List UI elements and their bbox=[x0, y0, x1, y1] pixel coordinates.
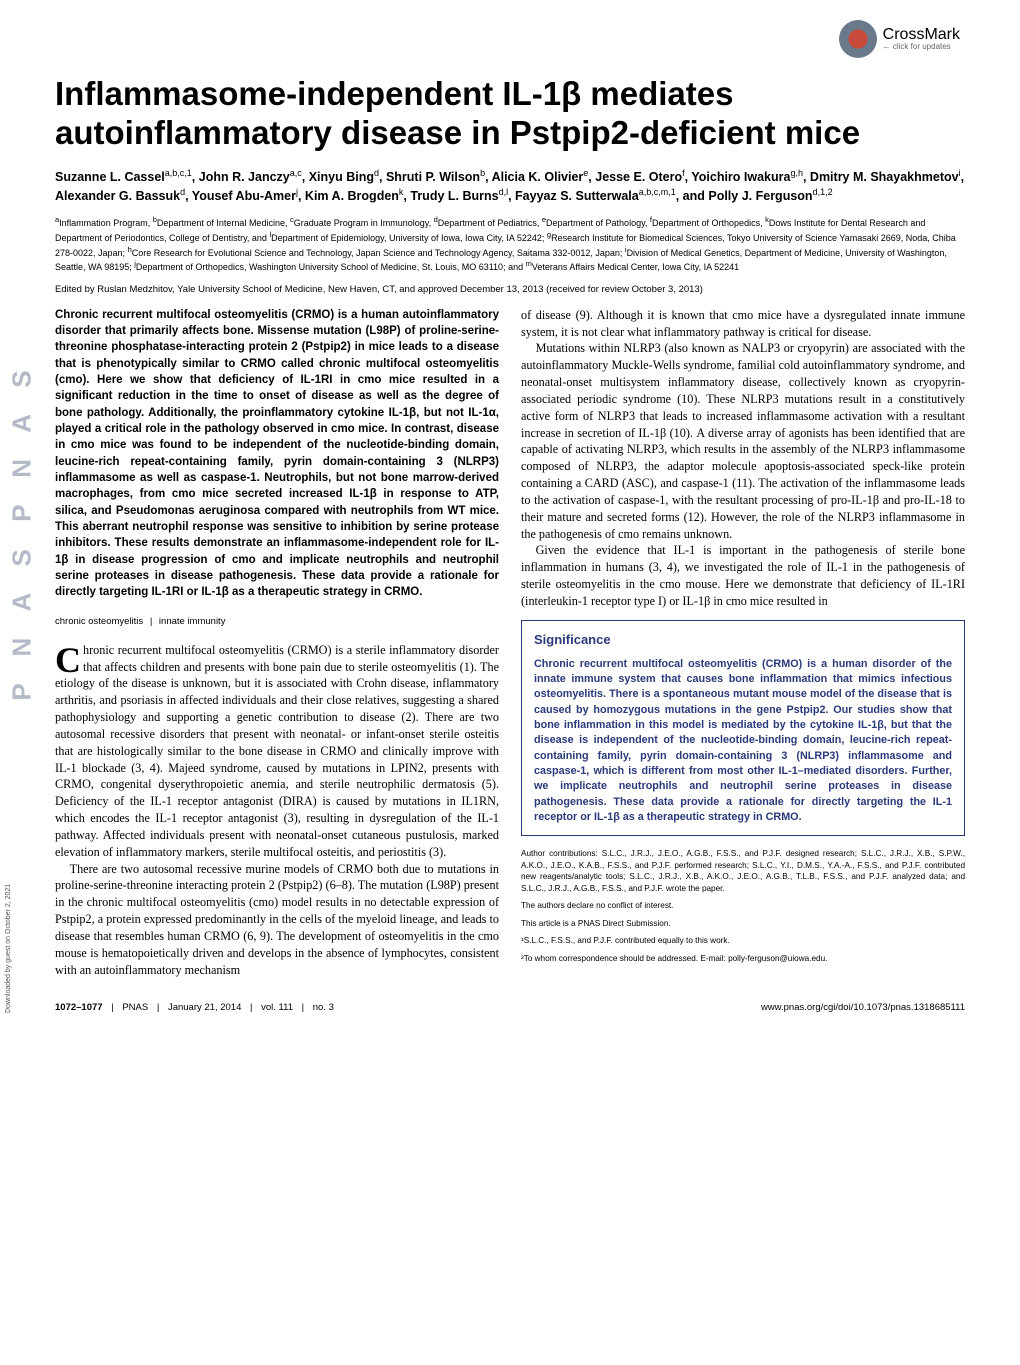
contrib-line-3: This article is a PNAS Direct Submission… bbox=[521, 918, 965, 929]
two-column-layout: Chronic recurrent multifocal osteomyelit… bbox=[55, 307, 965, 979]
significance-heading: Significance bbox=[534, 631, 952, 649]
footer-journal: PNAS bbox=[122, 1002, 148, 1013]
download-note: Downloaded by guest on October 2, 2021 bbox=[5, 884, 12, 1013]
abstract-text: Chronic recurrent multifocal osteomyelit… bbox=[55, 307, 499, 601]
edited-by-line: Edited by Ruslan Medzhitov, Yale Univers… bbox=[55, 284, 965, 295]
footer-date: January 21, 2014 bbox=[168, 1002, 241, 1013]
author-contributions-block: Author contributions: S.L.C., J.R.J., J.… bbox=[521, 848, 965, 964]
crossmark-label: CrossMark ← click for updates bbox=[883, 27, 960, 51]
left-column: Chronic recurrent multifocal osteomyelit… bbox=[55, 307, 499, 979]
crossmark-badge[interactable]: CrossMark ← click for updates bbox=[839, 20, 960, 58]
contrib-line-2: The authors declare no conflict of inter… bbox=[521, 900, 965, 911]
footer-pages: 1072–1077 bbox=[55, 1002, 103, 1013]
pnas-sidebar-text: P N A S P N A S bbox=[7, 360, 38, 700]
affiliations: aInflammation Program, bDepartment of In… bbox=[55, 215, 965, 273]
continuation-paragraph: of disease (9). Although it is known tha… bbox=[521, 307, 965, 341]
contrib-line-4: ¹S.L.C., F.S.S., and P.J.F. contributed … bbox=[521, 935, 965, 946]
footer-doi: www.pnas.org/cgi/doi/10.1073/pnas.131868… bbox=[761, 1002, 965, 1013]
contrib-line-1: Author contributions: S.L.C., J.R.J., J.… bbox=[521, 848, 965, 894]
contrib-line-5: ²To whom correspondence should be addres… bbox=[521, 953, 965, 964]
dropcap: C bbox=[55, 642, 83, 676]
article-title: Inflammasome-independent IL-1β mediates … bbox=[55, 75, 965, 153]
body-text-left: Chronic recurrent multifocal osteomyelit… bbox=[55, 642, 499, 979]
significance-box: Significance Chronic recurrent multifoca… bbox=[521, 620, 965, 837]
crossmark-title: CrossMark bbox=[883, 27, 960, 43]
author-list: Suzanne L. Cassela,b,c,1, John R. Janczy… bbox=[55, 167, 965, 206]
keyword-separator: | bbox=[150, 616, 152, 627]
body-paragraph-2: Mutations within NLRP3 (also known as NA… bbox=[521, 340, 965, 542]
body-text-right: of disease (9). Although it is known tha… bbox=[521, 307, 965, 610]
intro-paragraph-2: There are two autosomal recessive murine… bbox=[55, 861, 499, 979]
significance-text: Chronic recurrent multifocal osteomyelit… bbox=[534, 657, 952, 826]
keyword-1: chronic osteomyelitis bbox=[55, 616, 143, 627]
crossmark-icon bbox=[839, 20, 877, 58]
pnas-vertical-brand: P N A S P N A S bbox=[8, 180, 36, 880]
body-paragraph-3: Given the evidence that IL-1 is importan… bbox=[521, 542, 965, 609]
keyword-2: innate immunity bbox=[159, 616, 226, 627]
keywords-line: chronic osteomyelitis | innate immunity bbox=[55, 615, 499, 628]
footer-no: no. 3 bbox=[313, 1002, 334, 1013]
page-container: P N A S P N A S CrossMark ← click for up… bbox=[0, 0, 1020, 1033]
crossmark-sub: ← click for updates bbox=[883, 43, 960, 51]
footer-vol: vol. 111 bbox=[261, 1002, 293, 1013]
page-footer: 1072–1077 | PNAS | January 21, 2014 | vo… bbox=[55, 996, 965, 1013]
footer-left: 1072–1077 | PNAS | January 21, 2014 | vo… bbox=[55, 1002, 334, 1013]
right-column: of disease (9). Although it is known tha… bbox=[521, 307, 965, 979]
p1-rest: hronic recurrent multifocal osteomyeliti… bbox=[55, 643, 499, 859]
intro-paragraph-1: Chronic recurrent multifocal osteomyelit… bbox=[55, 642, 499, 861]
